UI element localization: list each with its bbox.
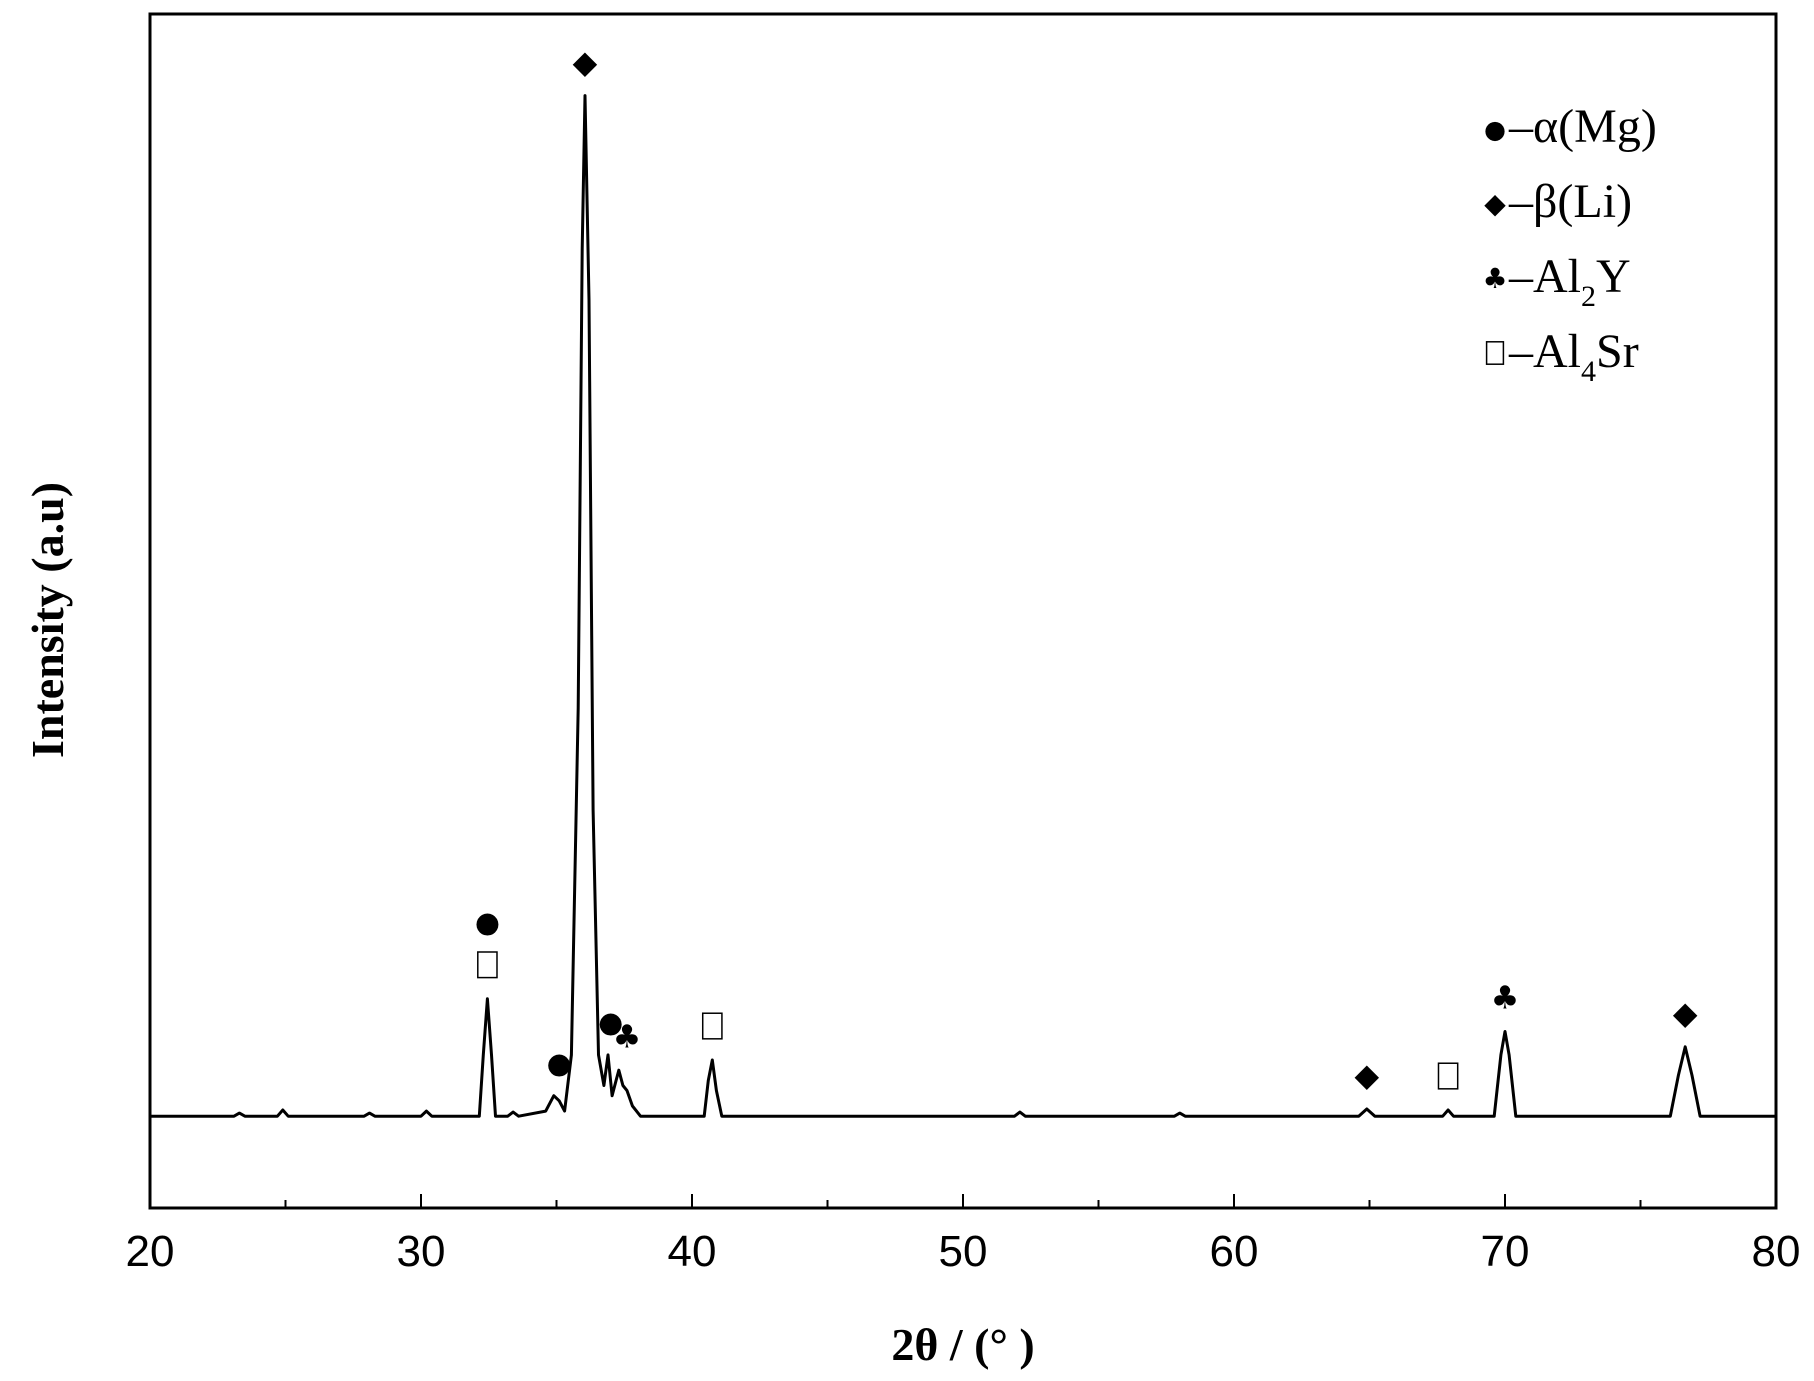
- x-ticks: [149, 1194, 1777, 1208]
- alpha-mg-marker: ●: [475, 905, 500, 939]
- alpha-mg-marker: ●: [598, 1005, 623, 1039]
- legend-entry-label: –Al2Y: [1508, 250, 1631, 313]
- beta-li-marker: ◆: [1484, 187, 1506, 220]
- peak-markers: ●●◆●♣◆♣ ◆: [475, 43, 1698, 1094]
- al4sr-marker: [701, 1012, 723, 1040]
- x-tick-label: 40: [668, 1227, 717, 1276]
- beta-li-marker: ◆: [1673, 994, 1698, 1032]
- legend: ● –α(Mg) ◆ –β(Li) ♣ –Al2Y –Al4Sr: [1482, 100, 1656, 388]
- x-axis-title: 2θ / (° ): [891, 1319, 1034, 1370]
- al4sr-marker: [1437, 1062, 1459, 1090]
- alpha-mg-marker: ●: [547, 1046, 572, 1080]
- al2y-marker: ♣: [1482, 262, 1507, 295]
- x-tick-label: 20: [126, 1227, 175, 1276]
- al4sr-marker: [477, 951, 498, 979]
- x-tick-labels: 20 30 40 50 60 70 80: [126, 1227, 1801, 1276]
- al2y-marker: ♣: [613, 1017, 642, 1055]
- alpha-mg-marker: ●: [1484, 115, 1506, 144]
- legend-entry-label: –Al4Sr: [1508, 325, 1639, 388]
- x-tick-label: 60: [1210, 1227, 1259, 1276]
- al2y-marker: ♣: [1491, 979, 1520, 1017]
- legend-entry-label: –α(Mg): [1508, 100, 1657, 153]
- x-tick-label: 70: [1481, 1227, 1530, 1276]
- beta-li-marker: ◆: [1354, 1056, 1379, 1094]
- beta-li-marker: ◆: [573, 43, 598, 81]
- legend-entry-label: –β(Li): [1508, 175, 1632, 228]
- x-tick-label: 50: [939, 1227, 988, 1276]
- al4sr-marker: [1485, 341, 1505, 365]
- y-axis-title: Intensity (a.u): [22, 482, 73, 758]
- x-tick-label: 80: [1752, 1227, 1801, 1276]
- diffraction-pattern-line: [150, 94, 1776, 1118]
- x-tick-label: 30: [397, 1227, 446, 1276]
